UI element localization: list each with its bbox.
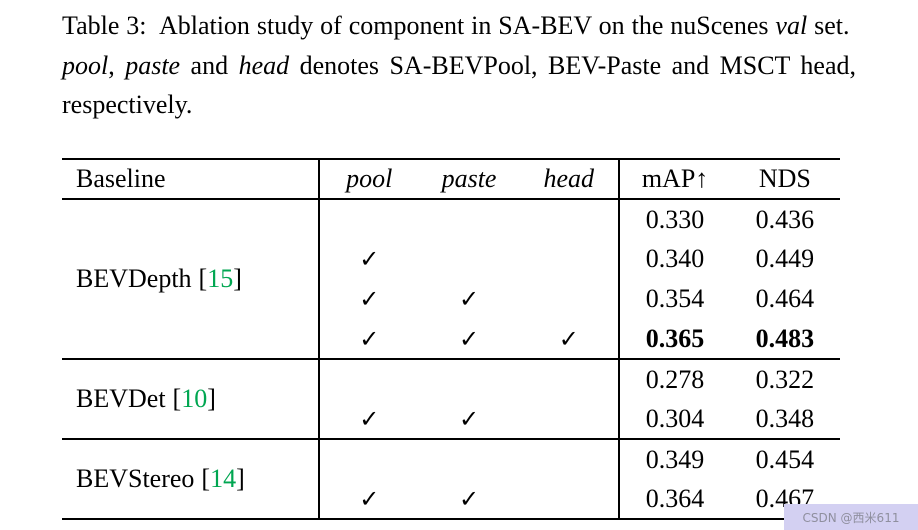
checkmark-cell-head bbox=[519, 439, 619, 479]
checkmark-cell-head bbox=[519, 479, 619, 519]
citation-link[interactable]: [15] bbox=[199, 264, 242, 293]
caption-text: set. bbox=[807, 11, 856, 40]
caption-text: and bbox=[180, 50, 239, 80]
checkmark-cell-head bbox=[519, 239, 619, 279]
ablation-results-table: Baseline pool paste head mAP↑ NDS BEVDep… bbox=[62, 158, 840, 520]
citation-number: 14 bbox=[210, 464, 237, 493]
checkmark-cell-paste: ✓ bbox=[458, 404, 480, 433]
nds-value: 0.322 bbox=[755, 364, 815, 394]
checkmark-cell-paste bbox=[419, 439, 519, 479]
method-name: BEVDepth bbox=[76, 264, 192, 293]
checkmark-cell-pool: ✓ bbox=[317, 279, 419, 319]
checkmark-cell-pool: ✓ bbox=[317, 239, 419, 279]
caption-text: , bbox=[108, 50, 126, 80]
checkmark-cell-head bbox=[519, 199, 619, 239]
citation-bracket: [ bbox=[198, 264, 208, 293]
table-row: BEVDepth [15] 0.330 0.436 bbox=[62, 199, 840, 293]
baseline-name-cell: BEVDet [10] bbox=[62, 359, 319, 439]
citation-link[interactable]: [10] bbox=[173, 384, 216, 413]
checkmark-cell-paste bbox=[419, 359, 519, 399]
citation-bracket: ] bbox=[236, 464, 245, 493]
map-value: 0.354 bbox=[618, 279, 730, 319]
caption-italic-head: head bbox=[238, 50, 290, 80]
citation-bracket: [ bbox=[172, 384, 182, 413]
col-header-paste: paste bbox=[441, 164, 497, 193]
citation-number: 15 bbox=[207, 264, 234, 293]
col-header-baseline: Baseline bbox=[76, 164, 166, 193]
map-value: 0.349 bbox=[618, 439, 730, 479]
checkmark-cell-head bbox=[519, 359, 619, 399]
col-header-map: mAP↑ bbox=[618, 159, 730, 199]
map-value: 0.278 bbox=[618, 359, 730, 399]
checkmark-cell-pool bbox=[317, 359, 419, 399]
table-row: ✓ 0.340 0.449 bbox=[62, 239, 840, 279]
citation-bracket: [ bbox=[201, 464, 211, 493]
table-row: ✓ ✓ 0.354 0.464 bbox=[62, 279, 840, 319]
checkmark-cell-head bbox=[519, 399, 619, 439]
checkmark-cell-pool bbox=[317, 439, 419, 479]
checkmark-cell-paste: ✓ bbox=[458, 324, 480, 353]
baseline-name-cell: BEVDepth [15] bbox=[62, 199, 319, 359]
checkmark-cell-paste: ✓ bbox=[458, 285, 480, 313]
nds-value: 0.454 bbox=[755, 444, 815, 474]
table-row: ✓ ✓ 0.304 0.348 bbox=[62, 399, 840, 439]
map-value: 0.364 bbox=[618, 479, 730, 519]
group-bevstereo: BEVStereo [14] 0.349 0.454 ✓ ✓ 0.364 0.46… bbox=[62, 439, 840, 519]
baseline-name-cell: BEVStereo [14] bbox=[62, 439, 319, 519]
map-value: 0.340 bbox=[618, 239, 730, 279]
citation-bracket: ] bbox=[207, 384, 216, 413]
nds-value: 0.483 bbox=[755, 323, 815, 353]
caption-text: denotes SA-BEVPool, BEV-Paste and MSCT h… bbox=[62, 50, 856, 120]
table-caption: Table 3: Ablation study of component in … bbox=[62, 6, 856, 125]
caption-italic-paste: paste bbox=[125, 50, 181, 80]
group-bevdet: BEVDet [10] 0.278 0.322 ✓ ✓ 0.304 0.348 bbox=[62, 359, 840, 439]
table-row: ✓ ✓ 0.364 0.467 bbox=[62, 479, 840, 519]
caption-italic-val: val bbox=[775, 11, 808, 40]
checkmark-cell-paste: ✓ bbox=[458, 484, 480, 513]
checkmark-cell-pool: ✓ bbox=[317, 319, 419, 359]
checkmark-cell-pool bbox=[317, 199, 419, 239]
map-value: 0.330 bbox=[618, 199, 730, 239]
nds-value: 0.464 bbox=[755, 284, 815, 313]
table-row: ✓ ✓ ✓ 0.365 0.483 bbox=[62, 319, 840, 359]
checkmark-cell-pool: ✓ bbox=[317, 479, 419, 519]
method-name: BEVDet bbox=[76, 384, 166, 413]
nds-value: 0.449 bbox=[755, 244, 815, 273]
col-header-head: head bbox=[543, 164, 595, 193]
col-header-pool: pool bbox=[317, 159, 419, 199]
method-name: BEVStereo bbox=[76, 464, 195, 493]
table-header: Baseline pool paste head mAP↑ NDS bbox=[62, 159, 840, 199]
table-row: BEVDet [10] 0.278 0.322 bbox=[62, 359, 840, 413]
checkmark-cell-paste bbox=[419, 199, 519, 239]
checkmark-cell-head: ✓ bbox=[558, 324, 579, 353]
csdn-watermark: CSDN @西米611 bbox=[784, 504, 918, 530]
map-value: 0.304 bbox=[618, 399, 730, 439]
citation-number: 10 bbox=[181, 384, 208, 413]
checkmark-cell-paste bbox=[419, 239, 519, 279]
caption-italic-pool: pool bbox=[62, 50, 109, 80]
col-header-nds: NDS bbox=[758, 164, 811, 193]
citation-link[interactable]: [14] bbox=[201, 464, 244, 493]
nds-value: 0.348 bbox=[755, 403, 815, 433]
checkmark-cell-head bbox=[519, 279, 619, 319]
table-row: BEVStereo [14] 0.349 0.454 bbox=[62, 439, 840, 493]
group-bevdepth: BEVDepth [15] 0.330 0.436 ✓ 0.340 0.449 ✓… bbox=[62, 199, 840, 359]
checkmark-cell-pool: ✓ bbox=[317, 399, 419, 439]
map-value: 0.365 bbox=[618, 319, 730, 359]
caption-text: Table 3: Ablation study of component in … bbox=[62, 11, 776, 40]
citation-bracket: ] bbox=[233, 264, 242, 293]
nds-value: 0.436 bbox=[755, 204, 815, 234]
header-row: Baseline pool paste head mAP↑ NDS bbox=[62, 159, 840, 199]
